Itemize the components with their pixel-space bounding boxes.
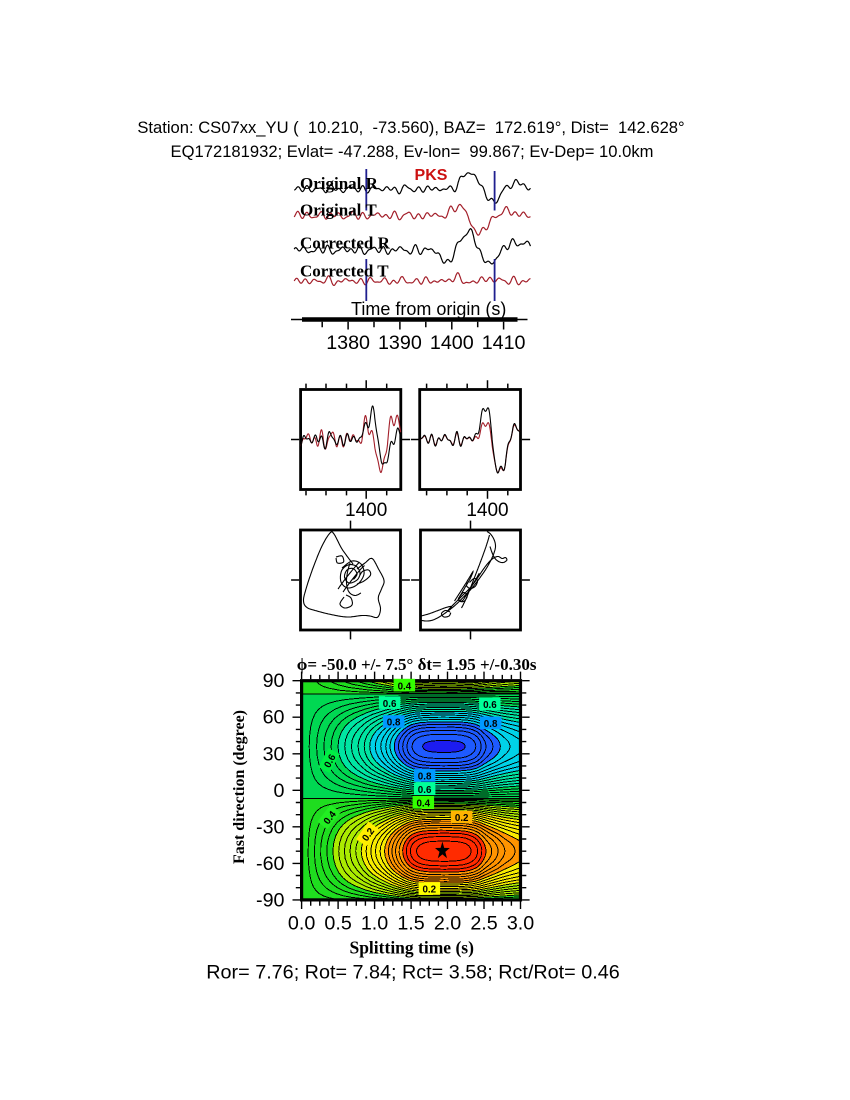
- svg-text:1410: 1410: [482, 332, 526, 354]
- svg-text:-90: -90: [256, 889, 285, 911]
- svg-text:0: 0: [274, 780, 285, 802]
- svg-text:PKS: PKS: [415, 167, 448, 184]
- svg-text:-60: -60: [256, 853, 285, 875]
- svg-text:1400: 1400: [466, 500, 508, 521]
- svg-text:1380: 1380: [326, 332, 370, 354]
- svg-text:Fast direction (degree): Fast direction (degree): [231, 710, 248, 864]
- svg-text:1390: 1390: [378, 332, 422, 354]
- svg-text:60: 60: [263, 707, 285, 729]
- svg-text:1400: 1400: [345, 500, 387, 521]
- svg-text:Station: CS07xx_YU ( 10.210,: Station: CS07xx_YU ( 10.210, -73.560), B…: [137, 118, 684, 137]
- svg-text:2.5: 2.5: [470, 913, 497, 935]
- svg-text:0.8: 0.8: [484, 719, 498, 730]
- svg-text:Corrected R: Corrected R: [300, 234, 391, 253]
- svg-text:Corrected T: Corrected T: [300, 262, 389, 281]
- svg-text:ϕ= -50.0 +/- 7.5° δt= 1.95 +/-: ϕ= -50.0 +/- 7.5° δt= 1.95 +/-0.30s: [297, 655, 537, 674]
- svg-text:Time from origin (s): Time from origin (s): [351, 299, 506, 319]
- svg-text:1.0: 1.0: [361, 913, 388, 935]
- svg-text:0.0: 0.0: [288, 913, 315, 935]
- svg-text:1.5: 1.5: [397, 913, 424, 935]
- svg-text:3.0: 3.0: [507, 913, 534, 935]
- svg-text:0.4: 0.4: [398, 681, 412, 692]
- svg-text:Splitting time (s): Splitting time (s): [349, 938, 474, 958]
- svg-text:0.2: 0.2: [455, 813, 469, 824]
- svg-text:0.2: 0.2: [422, 885, 436, 896]
- svg-text:EQ172181932; Evlat= -47.288, E: EQ172181932; Evlat= -47.288, Ev-lon= 99.…: [171, 142, 654, 161]
- svg-text:Original T: Original T: [300, 201, 377, 220]
- svg-text:0.5: 0.5: [324, 913, 351, 935]
- svg-text:0.6: 0.6: [483, 700, 497, 711]
- svg-text:Ror= 7.76; Rot= 7.84; Rct= 3.5: Ror= 7.76; Rot= 7.84; Rct= 3.58; Rct/Rot…: [206, 962, 619, 984]
- svg-text:1400: 1400: [430, 332, 474, 354]
- svg-text:0.8: 0.8: [387, 718, 401, 729]
- svg-text:0.4: 0.4: [416, 799, 430, 810]
- svg-text:0.6: 0.6: [383, 699, 397, 710]
- svg-text:30: 30: [263, 743, 285, 765]
- svg-text:2.0: 2.0: [434, 913, 461, 935]
- svg-text:-30: -30: [256, 816, 285, 838]
- svg-text:0.8: 0.8: [418, 772, 432, 783]
- svg-text:Original R: Original R: [300, 174, 379, 193]
- svg-text:0.6: 0.6: [418, 785, 432, 796]
- svg-text:90: 90: [263, 670, 285, 692]
